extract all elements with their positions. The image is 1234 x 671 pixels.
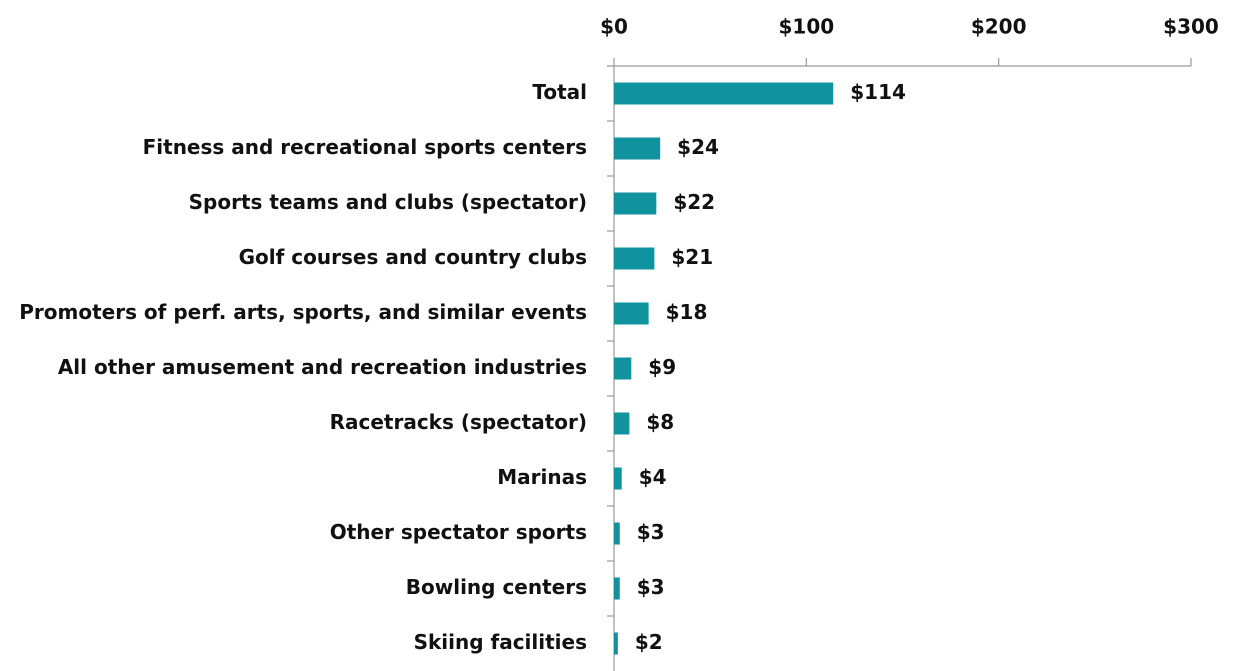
bar [614, 82, 834, 105]
value-label: $3 [637, 575, 665, 599]
y-tick-label: Skiing facilities [414, 630, 587, 654]
y-tick-label: All other amusement and recreation indus… [58, 355, 587, 379]
bar [614, 522, 620, 545]
bar [614, 412, 630, 435]
x-tick-label: $100 [778, 15, 834, 39]
y-tick-label: Marinas [497, 465, 587, 489]
bar [614, 357, 632, 380]
bar [614, 192, 657, 215]
x-tick-label: $200 [971, 15, 1027, 39]
value-label: $3 [637, 520, 665, 544]
y-tick-label: Total [532, 80, 587, 104]
y-tick-label: Bowling centers [406, 575, 587, 599]
y-tick-label: Golf courses and country clubs [239, 245, 587, 269]
value-label: $9 [648, 355, 676, 379]
bar [614, 577, 620, 600]
value-label: $4 [639, 465, 667, 489]
y-tick-label: Fitness and recreational sports centers [143, 135, 587, 159]
bar [614, 247, 655, 270]
x-tick-label: $0 [600, 15, 628, 39]
value-label: $2 [635, 630, 663, 654]
value-label: $21 [671, 245, 713, 269]
y-tick-label: Racetracks (spectator) [330, 410, 587, 434]
y-tick-label: Other spectator sports [330, 520, 587, 544]
y-tick-label: Sports teams and clubs (spectator) [189, 190, 587, 214]
value-label: $114 [850, 80, 906, 104]
y-tick-label: Promoters of perf. arts, sports, and sim… [19, 300, 587, 324]
bar [614, 137, 661, 160]
bar [614, 632, 618, 655]
bar [614, 302, 649, 325]
value-label: $8 [646, 410, 674, 434]
value-label: $18 [666, 300, 708, 324]
value-label: $22 [673, 190, 715, 214]
x-tick-label: $300 [1163, 15, 1219, 39]
value-label: $24 [677, 135, 719, 159]
bar [614, 467, 622, 490]
